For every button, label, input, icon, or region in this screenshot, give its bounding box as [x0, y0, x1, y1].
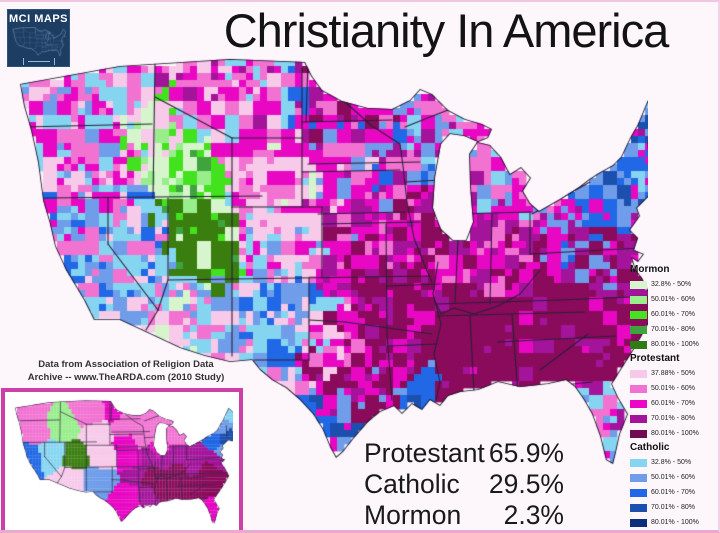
legend-section-title: Mormon — [630, 264, 670, 275]
legend-range-label: 80.01% - 100% — [651, 519, 699, 526]
legend-color-swatch — [630, 518, 647, 527]
legend-range-label: 60.01% - 70% — [651, 489, 695, 496]
legend-range-label: 70.01% - 80% — [651, 326, 695, 333]
legend-entry: 60.01% - 70% — [630, 396, 718, 411]
legend-entry: 80.01% - 100% — [630, 337, 718, 352]
legend-section-mormon: Mormon 32.8% - 50% 50.01% - 60% 60.01% - 7… — [630, 264, 718, 352]
legend-color-swatch — [630, 325, 647, 334]
map-legend: Mormon 32.8% - 50% 50.01% - 60% 60.01% - 7… — [630, 263, 718, 530]
logo-text: MCI MAPS — [9, 13, 68, 25]
legend-range-label: 50.01% - 60% — [651, 296, 695, 303]
legend-color-swatch — [630, 503, 647, 512]
legend-entry: 50.01% - 60% — [630, 470, 718, 485]
legend-section-title: Catholic — [630, 442, 670, 453]
legend-section-title: Protestant — [630, 353, 680, 364]
legend-entry: 60.01% - 70% — [630, 307, 718, 322]
legend-entry: 50.01% - 60% — [630, 381, 718, 396]
legend-section-protestant: Protestant 37.88% - 50% 50.01% - 60% 60.01… — [630, 353, 718, 441]
legend-color-swatch — [630, 310, 647, 319]
legend-entry: 70.01% - 80% — [630, 500, 718, 515]
stat-row-mormon: Mormon 2.3% — [364, 500, 564, 530]
legend-color-swatch — [630, 384, 647, 393]
legend-entry: 80.01% - 100% — [630, 426, 718, 441]
stat-label: Catholic — [364, 469, 460, 499]
legend-entry: 80.01% - 100% — [630, 515, 718, 530]
legend-section-catholic: Catholic 32.8% - 50% 50.01% - 60% 60.01% -… — [630, 442, 718, 530]
legend-range-label: 50.01% - 60% — [651, 385, 695, 392]
legend-entry: 70.01% - 80% — [630, 322, 718, 337]
national-stats: Protestant 65.9% Catholic 29.5% Mormon 2… — [364, 438, 564, 530]
legend-entry: 32.8% - 50% — [630, 455, 718, 470]
legend-entry: 50.01% - 60% — [630, 292, 718, 307]
stat-value: 29.5% — [488, 469, 564, 499]
stat-row-catholic: Catholic 29.5% — [364, 469, 564, 500]
stat-label: Protestant — [364, 438, 485, 468]
legend-entry: 32.8% - 50% — [630, 277, 718, 292]
legend-color-swatch — [630, 414, 647, 423]
legend-range-label: 37.88% - 50% — [651, 370, 695, 377]
us-state-inset-map — [11, 398, 233, 526]
data-attribution: Data from Association of Religion Data A… — [12, 359, 240, 384]
attribution-line2: Archive -- www.TheARDA.com (2010 Study) — [27, 371, 225, 383]
legend-range-label: 80.01% - 100% — [651, 430, 699, 437]
legend-color-swatch — [630, 399, 647, 408]
legend-range-label: 70.01% - 80% — [651, 415, 695, 422]
legend-color-swatch — [630, 488, 647, 497]
page-title: Christianity In America — [223, 4, 670, 57]
legend-color-swatch — [630, 369, 647, 378]
stat-value: 2.3% — [503, 500, 564, 530]
legend-color-swatch — [630, 340, 647, 349]
stat-row-protestant: Protestant 65.9% — [364, 438, 564, 469]
legend-entry: 37.88% - 50% — [630, 366, 718, 381]
legend-color-swatch — [630, 280, 647, 289]
legend-range-label: 60.01% - 70% — [651, 311, 695, 318]
stat-value: 65.9% — [488, 438, 564, 468]
legend-range-label: 60.01% - 70% — [651, 400, 695, 407]
legend-entry: 60.01% - 70% — [630, 485, 718, 500]
attribution-line1: Data from Association of Religion Data — [38, 359, 214, 370]
state-inset-panel — [1, 388, 243, 530]
legend-range-label: 50.01% - 60% — [651, 474, 695, 481]
legend-range-label: 80.01% - 100% — [651, 341, 699, 348]
legend-entry: 70.01% - 80% — [630, 411, 718, 426]
legend-color-swatch — [630, 429, 647, 438]
legend-range-label: 70.01% - 80% — [651, 504, 695, 511]
legend-color-swatch — [630, 458, 647, 467]
legend-color-swatch — [630, 473, 647, 482]
legend-color-swatch — [630, 295, 647, 304]
legend-range-label: 32.8% - 50% — [651, 459, 692, 466]
stat-label: Mormon — [364, 500, 462, 530]
legend-range-label: 32.8% - 50% — [651, 281, 692, 288]
